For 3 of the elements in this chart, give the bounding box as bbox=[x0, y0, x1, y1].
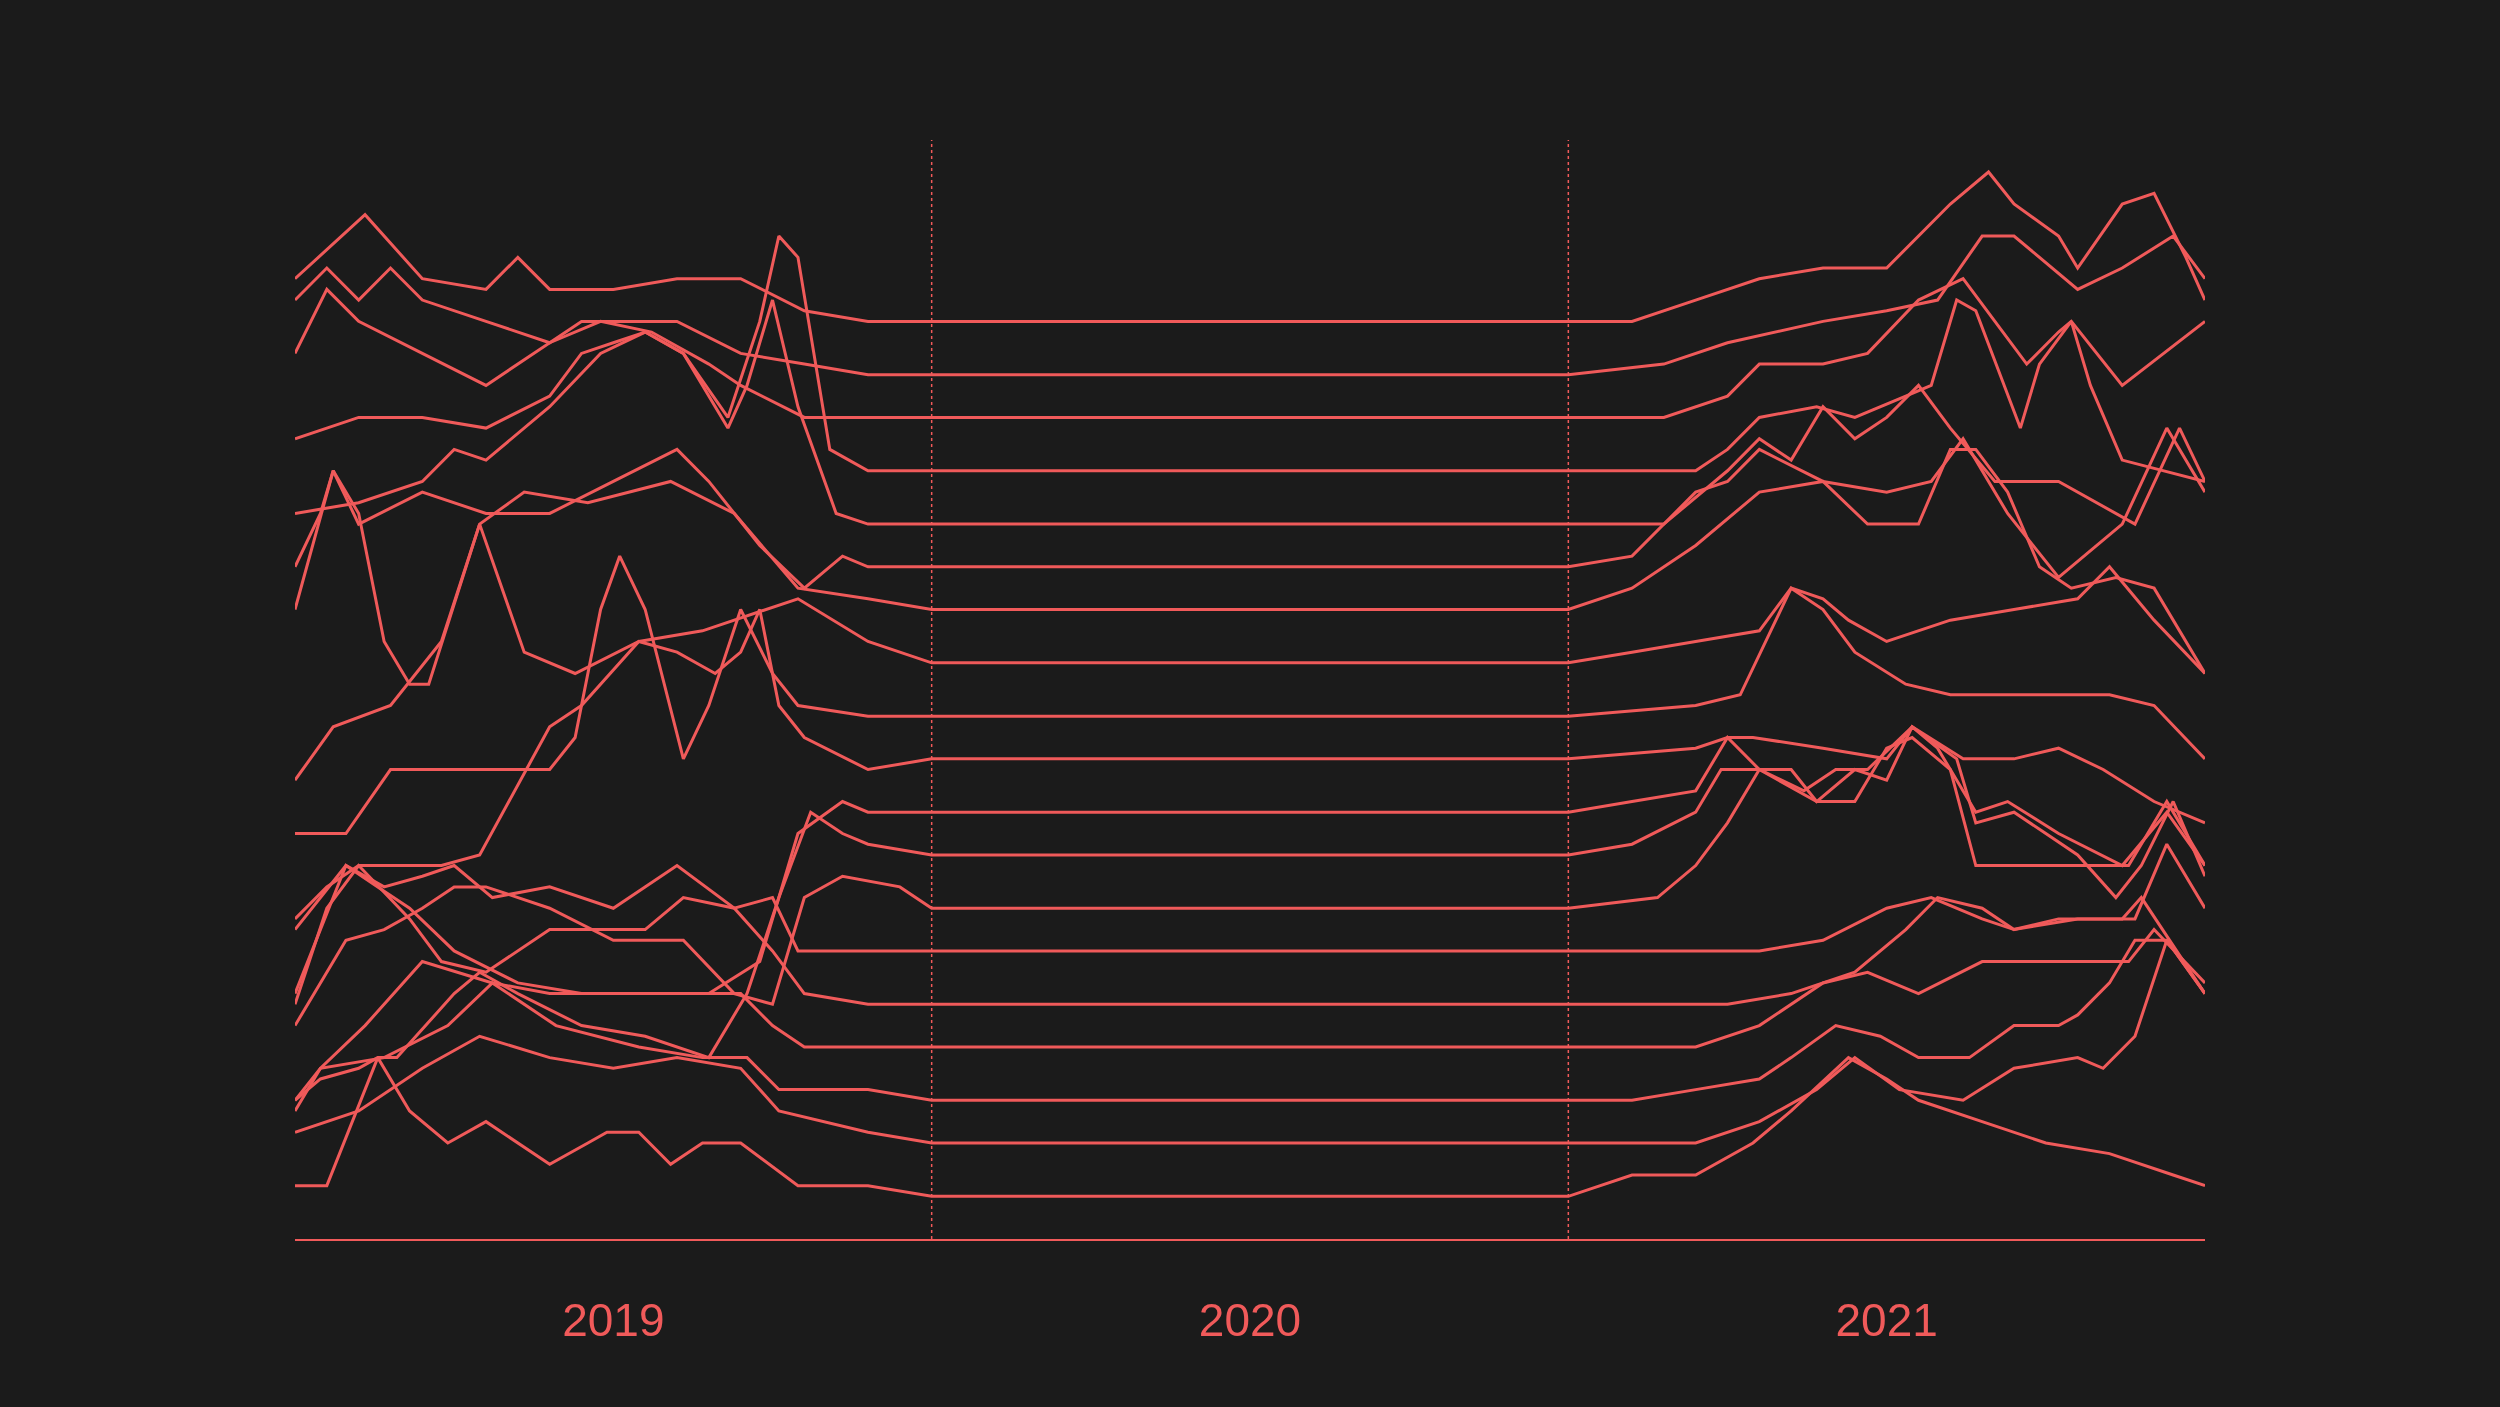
x-tick-label: 2019 bbox=[562, 1294, 665, 1347]
x-tick-label: 2020 bbox=[1198, 1294, 1302, 1347]
x-tick-label: 2021 bbox=[1835, 1294, 1938, 1347]
